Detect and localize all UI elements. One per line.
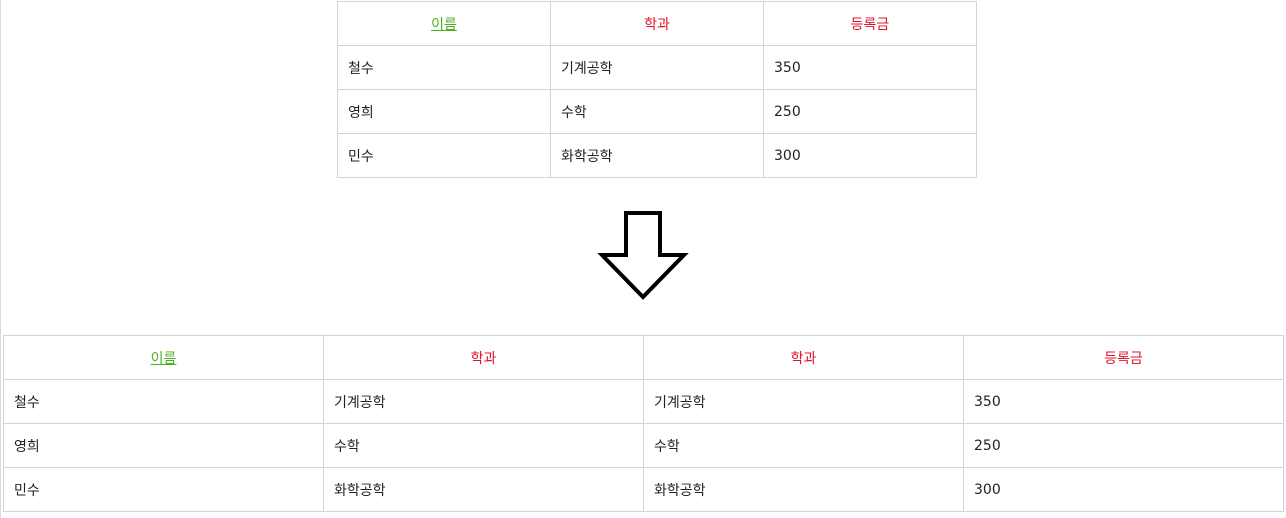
header-tuition: 등록금: [963, 335, 1284, 380]
table-row: 철수 기계공학 350: [337, 45, 977, 90]
header-name-link[interactable]: 이름: [431, 16, 457, 33]
original-table: 이름 학과 등록금 철수 기계공학 350 영희 수학 250 민수 화학공학 …: [337, 1, 977, 178]
header-department: 학과: [323, 335, 644, 380]
cell-tuition: 250: [763, 89, 977, 134]
cell-department: 수학: [323, 423, 644, 468]
cell-tuition: 250: [963, 423, 1284, 468]
cell-name: 영희: [337, 89, 551, 134]
cell-department: 기계공학: [323, 379, 644, 424]
table-row: 민수 화학공학 화학공학 300: [3, 467, 1284, 512]
cell-department: 기계공학: [550, 45, 764, 90]
header-department-duplicate: 학과: [643, 335, 964, 380]
table-row: 영희 수학 수학 250: [3, 423, 1284, 468]
cell-department: 화학공학: [550, 133, 764, 178]
cell-tuition: 300: [763, 133, 977, 178]
result-table: 이름 학과 학과 등록금 철수 기계공학 기계공학 350 영희 수학 수학 2…: [3, 335, 1284, 512]
cell-department: 화학공학: [323, 467, 644, 512]
table-row: 영희 수학 250: [337, 89, 977, 134]
table-row: 민수 화학공학 300: [337, 133, 977, 178]
cell-tuition: 300: [963, 467, 1284, 512]
header-name-link[interactable]: 이름: [150, 350, 177, 367]
table-header-row: 이름 학과 등록금: [337, 1, 977, 46]
cell-department: 수학: [550, 89, 764, 134]
down-arrow-icon: [597, 211, 689, 300]
header-tuition: 등록금: [763, 1, 977, 46]
cell-department-duplicate: 기계공학: [643, 379, 964, 424]
cell-name: 영희: [3, 423, 324, 468]
cell-name: 철수: [337, 45, 551, 90]
cell-tuition: 350: [763, 45, 977, 90]
table-row: 철수 기계공학 기계공학 350: [3, 379, 1284, 424]
cell-tuition: 350: [963, 379, 1284, 424]
cell-department-duplicate: 화학공학: [643, 467, 964, 512]
header-department: 학과: [550, 1, 764, 46]
table-header-row: 이름 학과 학과 등록금: [3, 335, 1284, 380]
cell-name: 철수: [3, 379, 324, 424]
header-name[interactable]: 이름: [337, 1, 551, 46]
cell-department-duplicate: 수학: [643, 423, 964, 468]
header-name[interactable]: 이름: [3, 335, 324, 380]
cell-name: 민수: [3, 467, 324, 512]
cell-name: 민수: [337, 133, 551, 178]
